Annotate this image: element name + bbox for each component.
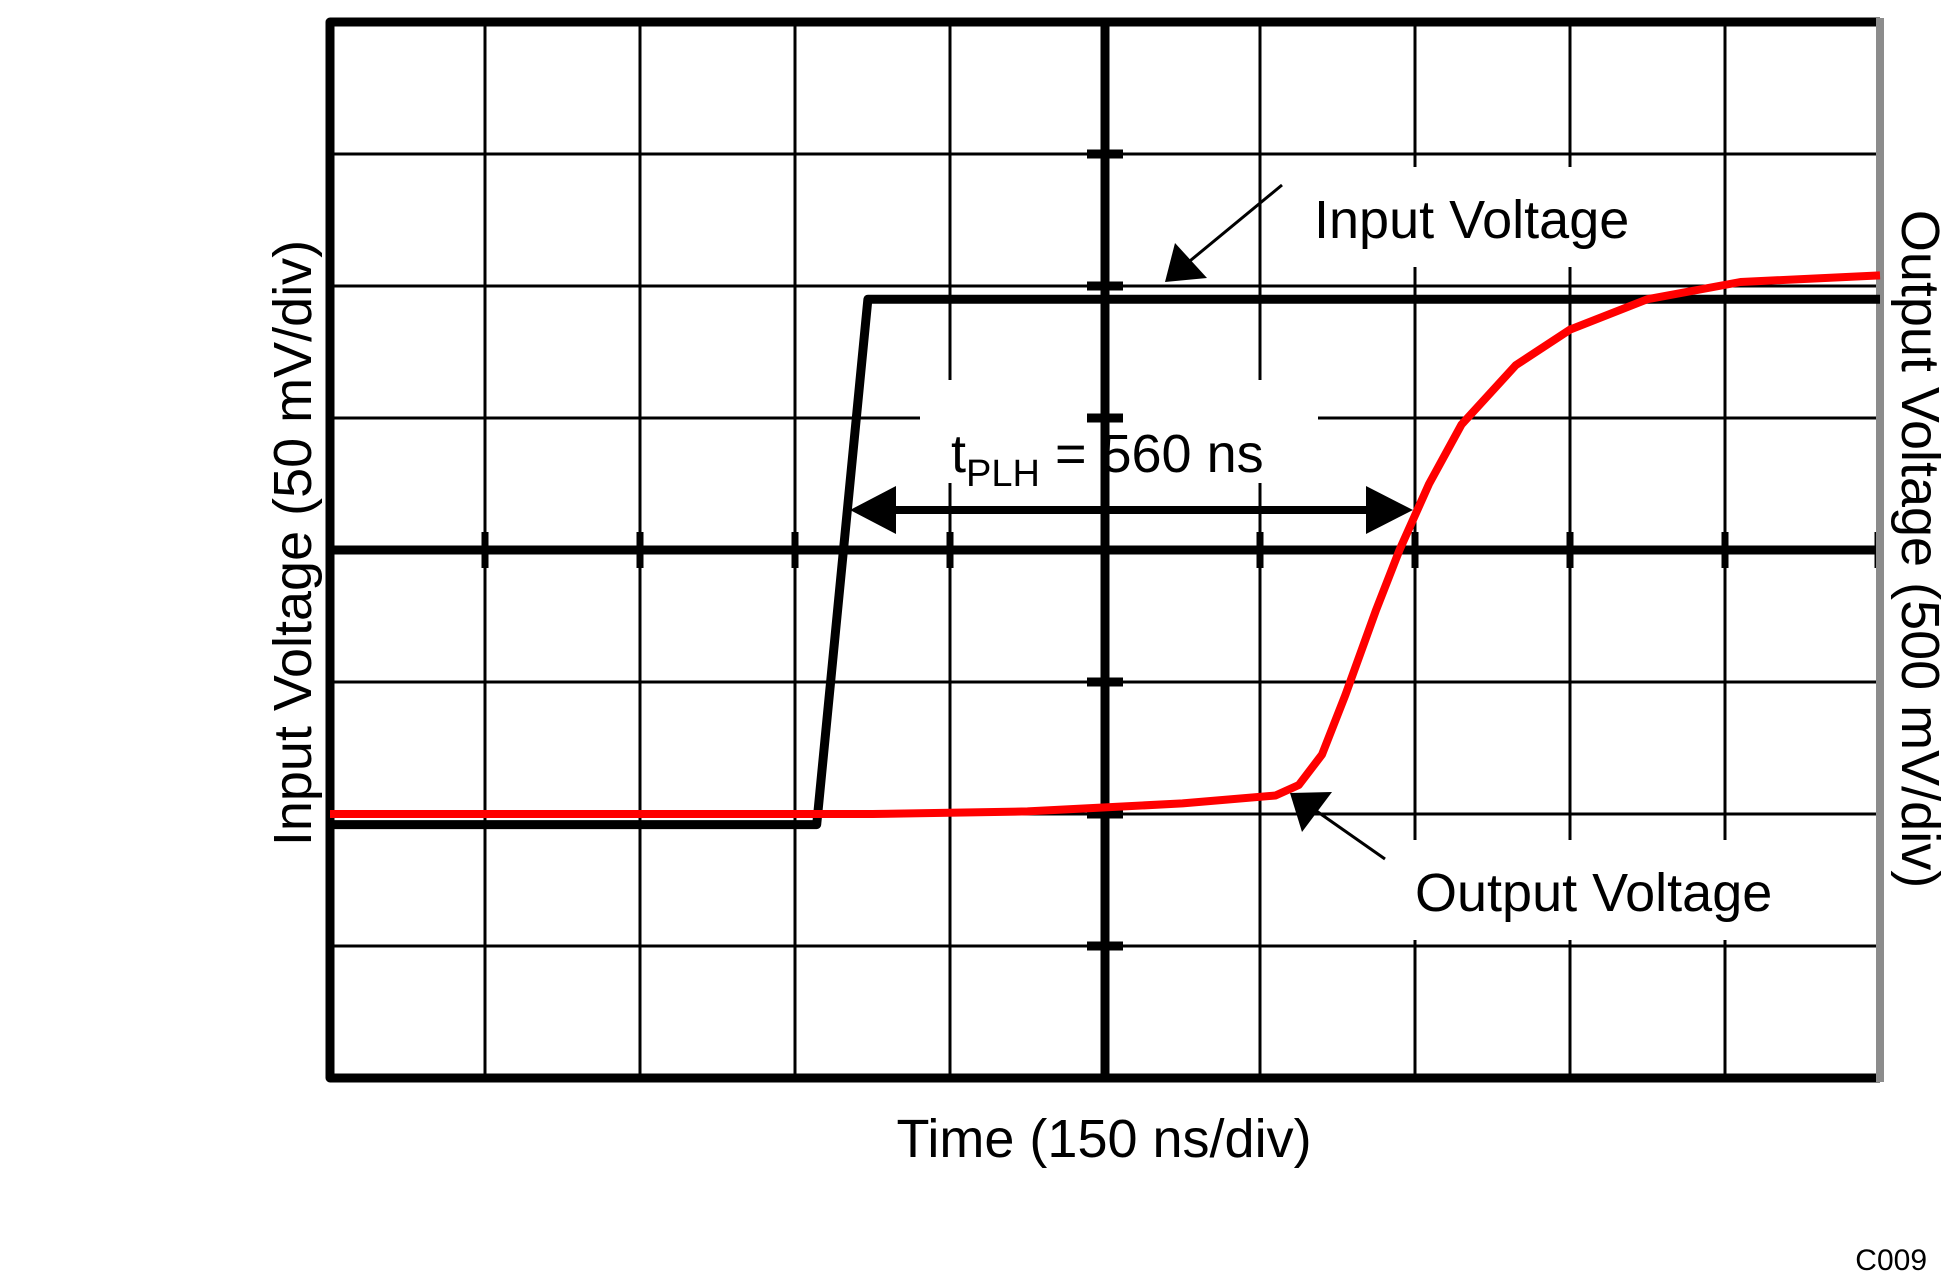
output-pointer-arrowhead	[1290, 792, 1332, 832]
center-axes	[330, 22, 1882, 1078]
output-pointer-line	[1314, 808, 1386, 861]
input-voltage-trace	[330, 294, 1880, 830]
y-axis-label-right: Output Voltage (500 mV/div)	[1890, 210, 1950, 888]
label-masks	[919, 167, 1876, 940]
figure-id: C009	[1855, 1244, 1927, 1277]
annotations: tPLH = 560 ns Input Voltage Output Volta…	[850, 183, 1772, 923]
input-pointer-line	[1184, 183, 1283, 267]
x-axis-label: Time (150 ns/div)	[896, 1109, 1311, 1169]
plot-border	[325, 17, 1880, 1083]
tplh-arrow-right-head	[1366, 486, 1413, 534]
plot-frame	[325, 17, 1884, 1083]
output-voltage-label: Output Voltage	[1415, 863, 1772, 923]
input-pointer-arrowhead	[1165, 243, 1207, 282]
output-voltage-trace	[330, 271, 1881, 818]
traces	[330, 271, 1881, 830]
tplh-label: tPLH = 560 ns	[951, 424, 1264, 495]
tplh-arrow-left-head	[850, 486, 896, 534]
input-voltage-label: Input Voltage	[1314, 190, 1629, 250]
y-axis-label-left: Input Voltage (50 mV/div)	[263, 240, 323, 846]
